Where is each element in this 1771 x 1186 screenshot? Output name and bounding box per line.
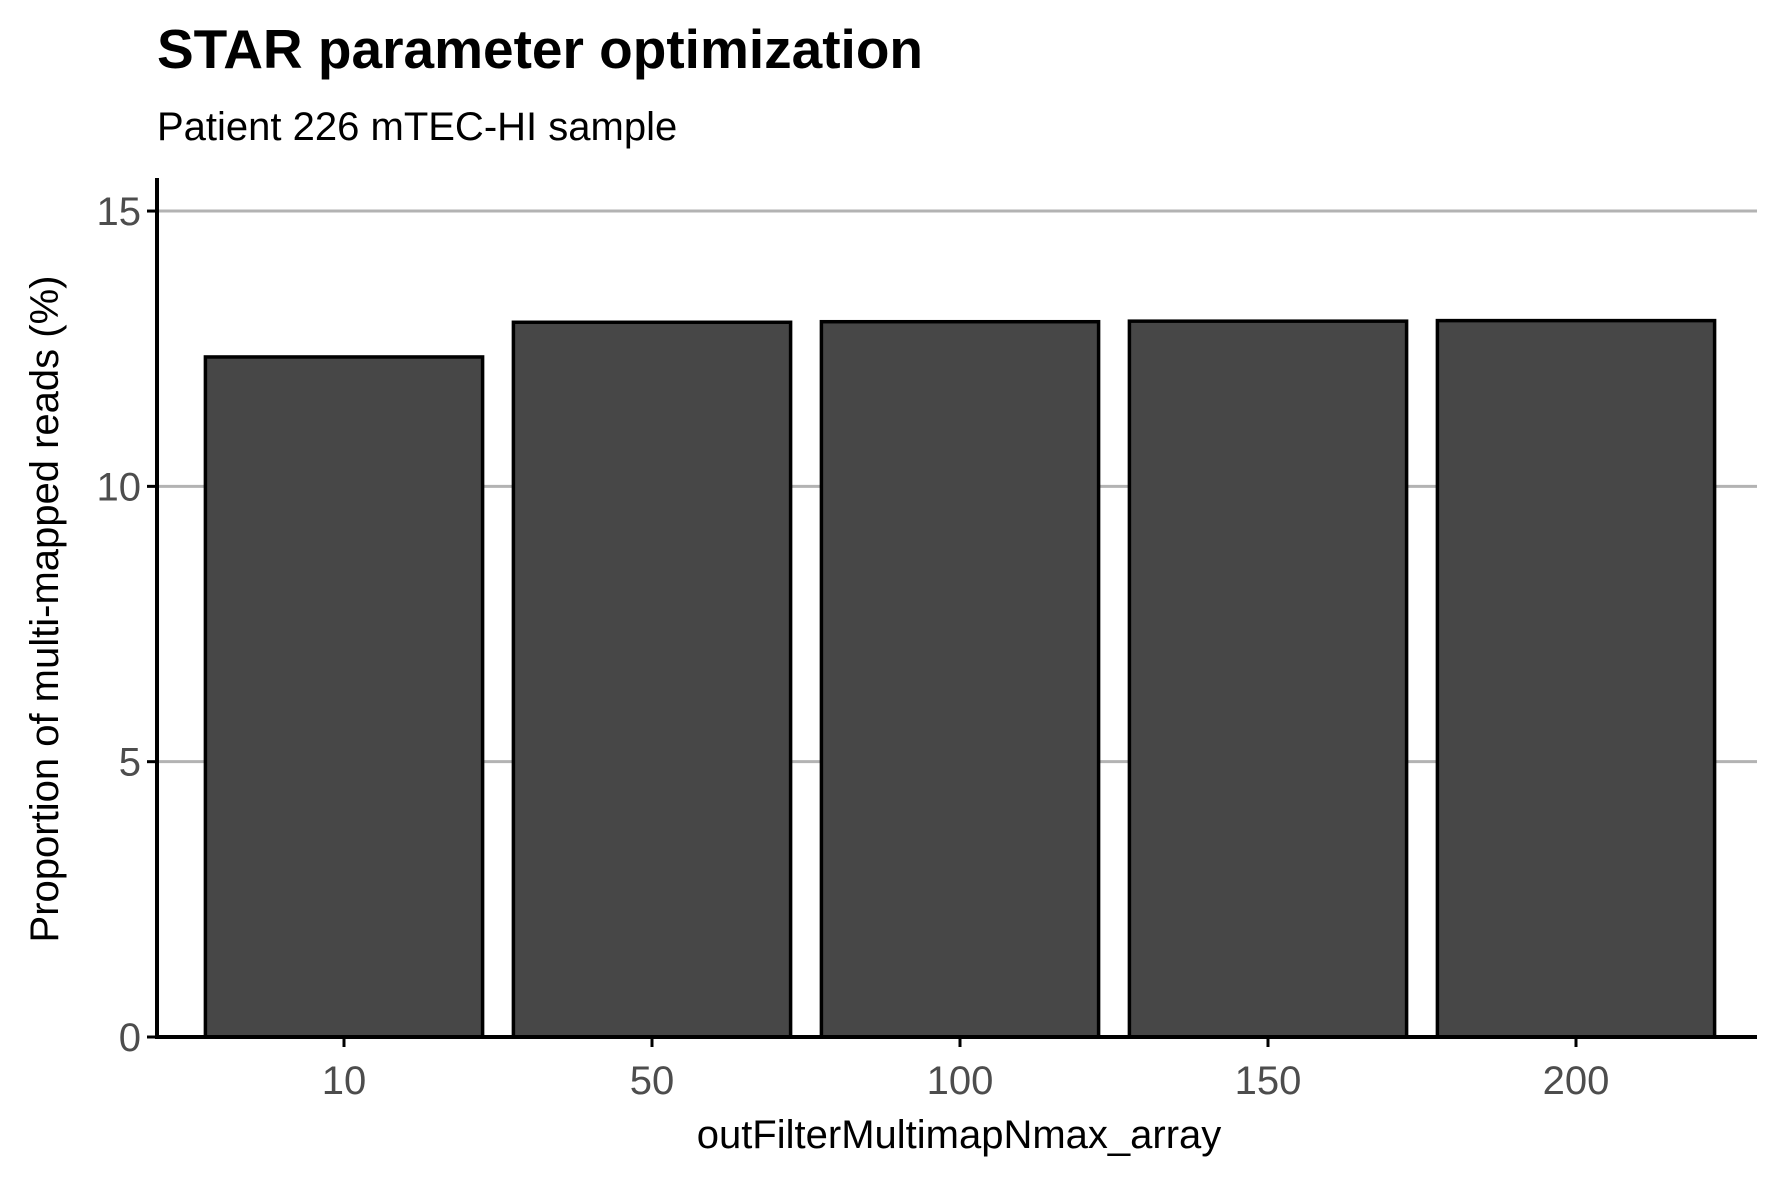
bar-150 <box>1127 319 1409 1039</box>
x-tick-label: 150 <box>1235 1059 1302 1103</box>
bar-50 <box>511 320 793 1039</box>
bar-100 <box>819 319 1101 1039</box>
y-axis-title: Proportion of multi-mapped reads (%) <box>23 276 67 943</box>
x-tick-label: 200 <box>1543 1059 1610 1103</box>
y-ticks: 0 5 10 15 <box>97 190 157 1060</box>
bar-200 <box>1435 318 1717 1039</box>
x-axis-title: outFilterMultimapNmax_array <box>697 1113 1222 1157</box>
chart-title: STAR parameter optimization <box>157 18 923 80</box>
x-ticks: 10 50 100 150 200 <box>322 1037 1610 1103</box>
y-tick-label: 15 <box>97 190 142 234</box>
chart-subtitle: Patient 226 mTEC-HI sample <box>157 105 677 149</box>
y-tick-label: 0 <box>119 1016 141 1060</box>
y-tick-label: 5 <box>119 741 141 785</box>
x-tick-label: 10 <box>322 1059 367 1103</box>
bars <box>203 318 1717 1039</box>
axes <box>155 178 1757 1039</box>
x-tick-label: 100 <box>927 1059 994 1103</box>
bar-10 <box>203 355 485 1039</box>
y-tick-label: 10 <box>97 465 142 509</box>
x-tick-label: 50 <box>630 1059 675 1103</box>
